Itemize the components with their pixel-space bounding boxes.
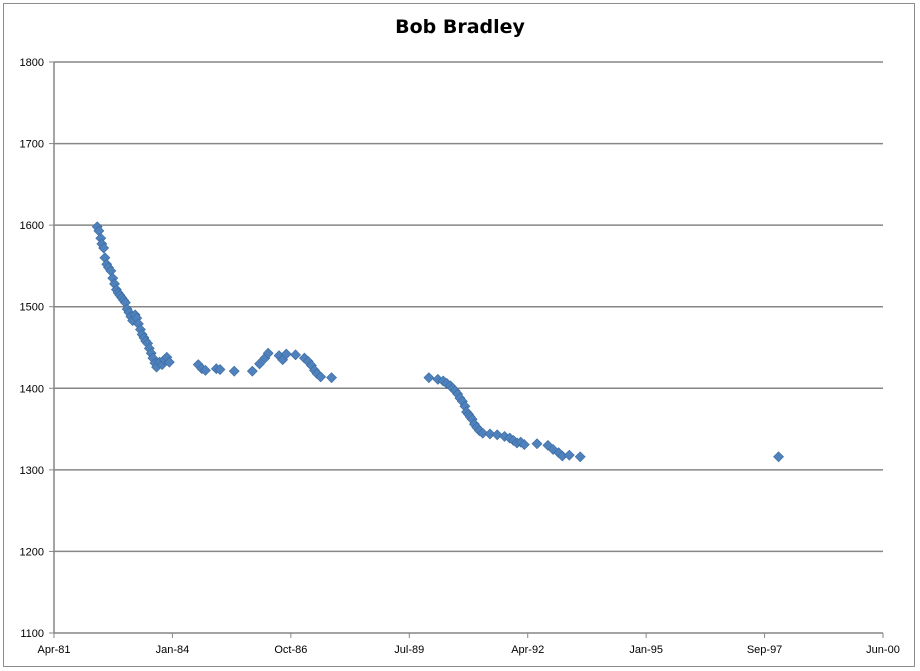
data-point xyxy=(773,451,784,463)
data-point xyxy=(423,372,435,384)
y-tick-label: 1200 xyxy=(20,546,44,558)
data-point xyxy=(254,358,265,370)
data-point xyxy=(228,365,240,377)
x-tick-label: Jul-89 xyxy=(394,644,424,656)
x-tick-label: Jun-00 xyxy=(866,644,900,656)
y-tick-label: 1300 xyxy=(20,465,44,477)
data-point xyxy=(262,347,274,359)
data-point xyxy=(563,449,575,461)
y-tick-label: 1800 xyxy=(20,57,44,69)
y-tick-label: 1700 xyxy=(20,139,44,151)
y-tick-label: 1100 xyxy=(20,628,44,640)
data-point xyxy=(518,439,530,450)
x-tick-label: Apr-92 xyxy=(511,644,544,656)
data-point xyxy=(214,364,226,375)
chart-title: Bob Bradley xyxy=(395,16,525,38)
data-point xyxy=(477,427,489,439)
y-tick-label: 1600 xyxy=(20,220,44,232)
x-tick-label: Oct-86 xyxy=(274,644,307,656)
x-tick-label: Apr-81 xyxy=(37,644,70,656)
data-point xyxy=(246,365,258,377)
data-point xyxy=(574,451,586,463)
data-point xyxy=(484,428,496,440)
x-tick-label: Jan-95 xyxy=(629,644,663,656)
y-tick-label: 1500 xyxy=(20,302,44,314)
chart-area xyxy=(3,3,915,667)
data-point xyxy=(315,371,327,383)
y-tick-label: 1400 xyxy=(20,383,44,395)
x-tick-label: Jan-84 xyxy=(156,644,190,656)
data-point xyxy=(280,348,292,360)
data-point xyxy=(531,438,543,450)
data-point xyxy=(98,242,110,254)
data-point xyxy=(163,356,175,368)
data-point xyxy=(290,349,301,361)
data-point xyxy=(491,429,503,441)
x-tick-label: Sep-97 xyxy=(747,644,782,656)
data-point xyxy=(200,364,211,376)
data-point xyxy=(326,372,337,384)
